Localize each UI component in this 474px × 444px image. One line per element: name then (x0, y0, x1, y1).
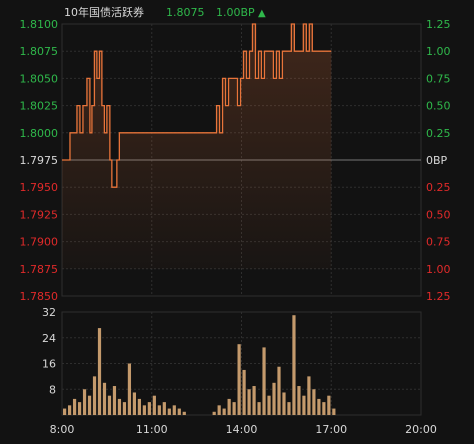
volume-bar (132, 392, 137, 415)
volume-bar (222, 408, 226, 415)
volume-bar (162, 402, 166, 415)
price-tick-label: 1.7950 (20, 181, 59, 194)
volume-bar (102, 382, 107, 415)
instrument-name: 10年国债活跃券 (64, 5, 144, 19)
price-tick-label: 1.7975 (20, 154, 59, 167)
volume-bar (77, 402, 82, 415)
change-bp: 1.00BP (216, 6, 255, 19)
bp-tick-label: 0.25 (426, 181, 451, 194)
volume-bar (157, 405, 161, 415)
bp-tick-label: 0.75 (426, 236, 451, 249)
volume-bar (67, 405, 72, 415)
volume-bar (117, 398, 122, 415)
bp-tick-label: 1.00 (426, 263, 451, 276)
volume-bars (63, 315, 336, 415)
bp-tick-label: 0.25 (426, 127, 451, 140)
up-arrow-icon: ▲ (258, 8, 266, 19)
price-tick-label: 1.8025 (20, 100, 59, 113)
volume-bar (262, 347, 266, 415)
volume-bar (267, 395, 271, 415)
price-tick-label: 1.8000 (20, 127, 59, 140)
price-area (62, 24, 332, 269)
time-tick-label: 14:00 (226, 423, 258, 436)
volume-tick-label: 32 (42, 306, 56, 319)
volume-bar (72, 398, 77, 415)
volume-bar (87, 395, 92, 415)
price-tick-label: 1.7925 (20, 208, 59, 221)
volume-bar (252, 386, 256, 415)
price-tick-label: 1.8050 (20, 72, 59, 85)
volume-bar (317, 398, 321, 415)
volume-bar (332, 408, 336, 415)
volume-bar (272, 382, 276, 415)
volume-tick-label: 8 (49, 383, 56, 396)
volume-bar (307, 376, 311, 415)
price-tick-label: 1.8100 (20, 18, 59, 31)
time-tick-label: 8:00 (50, 423, 75, 436)
last-price: 1.8075 (166, 6, 205, 19)
time-tick-label: 11:00 (136, 423, 168, 436)
volume-bar (257, 402, 261, 415)
volume-bar (312, 389, 316, 415)
volume-bar (242, 369, 246, 415)
volume-bar (172, 405, 176, 415)
volume-bar (137, 398, 141, 415)
volume-bar (107, 395, 112, 415)
price-tick-label: 1.7875 (20, 263, 59, 276)
volume-bar (147, 402, 151, 415)
volume-bar (322, 402, 326, 415)
volume-bar (112, 386, 117, 415)
volume-bar (217, 405, 221, 415)
price-tick-label: 1.7850 (20, 290, 59, 303)
price-tick-label: 1.7900 (20, 236, 59, 249)
bp-tick-label: 0.50 (426, 100, 451, 113)
volume-bar (232, 402, 236, 415)
price-tick-label: 1.8075 (20, 45, 59, 58)
time-tick-label: 17:00 (315, 423, 347, 436)
volume-bar (227, 398, 231, 415)
volume-bar (182, 411, 186, 415)
price-area-fill (62, 24, 332, 269)
volume-bar (327, 395, 331, 415)
time-tick-label: 20:00 (405, 423, 437, 436)
volume-bar (152, 395, 156, 415)
volume-tick-label: 16 (42, 358, 56, 371)
volume-bar (127, 363, 132, 415)
bp-tick-label: 0BP (426, 154, 448, 167)
volume-bar (142, 405, 146, 415)
volume-bar (302, 395, 306, 415)
volume-bar (122, 402, 127, 415)
bp-tick-label: 1.25 (426, 18, 451, 31)
axis-labels: 1.8100 1.8075 1.8050 1.8025 1.8000 1.7975 1.79… (20, 18, 451, 436)
bp-tick-label: 0.50 (426, 208, 451, 221)
volume-bar (177, 408, 181, 415)
volume-bar (92, 376, 97, 415)
bp-tick-label: 1.25 (426, 290, 451, 303)
volume-bar (292, 315, 296, 415)
volume-bar (212, 411, 216, 415)
volume-bar (63, 408, 67, 415)
volume-tick-label: 24 (42, 332, 56, 345)
price-series-line (62, 23, 332, 188)
volume-bar (287, 402, 291, 415)
volume-bar (277, 366, 281, 415)
volume-bar (82, 389, 87, 415)
chart-header: 10年国债活跃券 1.8075 1.00BP ▲ (64, 5, 266, 19)
bp-tick-label: 0.75 (426, 72, 451, 85)
volume-bar (167, 408, 171, 415)
volume-bar (237, 344, 241, 415)
volume-bar (297, 386, 301, 415)
volume-bar (97, 328, 102, 415)
volume-bar (282, 392, 286, 415)
volume-bar (247, 389, 251, 415)
price-line (62, 23, 332, 188)
bp-tick-label: 1.00 (426, 45, 451, 58)
